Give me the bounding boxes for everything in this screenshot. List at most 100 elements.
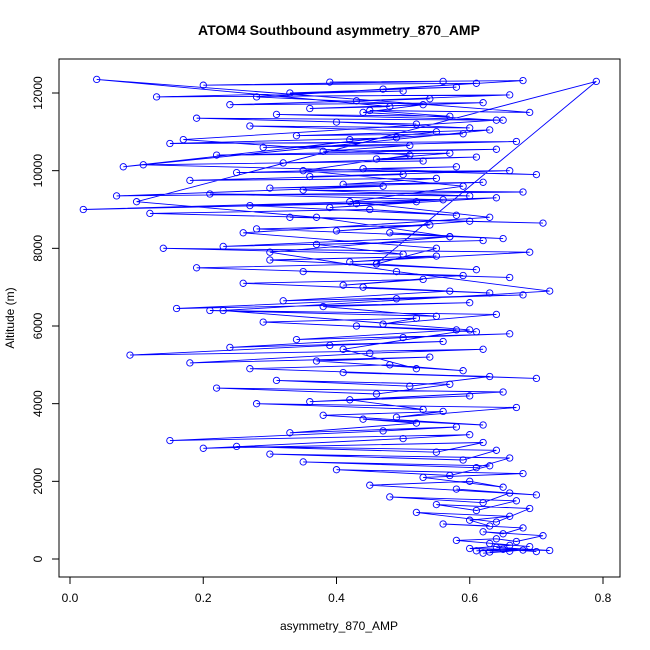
data-point [446,149,454,157]
data-point [439,337,447,346]
data-point [326,78,334,86]
data-point [166,436,174,445]
data-point [246,201,254,210]
y-tick-label: 8000 [31,235,45,262]
data-point [539,219,547,227]
data-point [252,225,261,233]
data-point [339,281,347,289]
data-point [472,506,481,515]
data-point [512,537,521,546]
data-point [532,491,541,499]
data-point [439,520,447,528]
data-point [466,217,474,225]
data-point [479,438,487,447]
data-point [399,333,407,342]
data-point [419,405,427,414]
data-point [432,500,441,509]
data-point [312,357,321,365]
data-point [232,442,241,451]
data-point [346,396,354,404]
data-point [412,508,421,517]
data-point [266,450,274,458]
y-tick-label: 4000 [31,390,45,417]
data-point [399,434,407,443]
data-point [239,279,247,287]
data-point [519,76,527,85]
data-point [519,469,527,478]
data-point [346,258,354,266]
data-point [466,392,474,400]
data-point [546,287,554,295]
data-point [506,454,514,462]
data-point [399,170,407,179]
data-point [379,182,387,190]
data-point [186,176,194,185]
data-point [506,330,514,338]
data-point [506,91,514,99]
data-point [292,132,301,140]
data-point [312,213,321,221]
data-point [259,318,267,326]
data-point [452,423,461,431]
data-point [406,151,414,159]
data-point [339,345,347,353]
data-point [146,209,154,218]
data-point [526,504,534,513]
data-point [272,110,281,119]
data-point [486,372,494,381]
data-point [452,536,461,545]
data-point [472,464,481,472]
data-point [272,376,281,385]
data-point [392,295,401,303]
data-point [466,124,474,132]
data-point [479,528,487,536]
data-point [506,512,514,520]
data-point [392,134,401,142]
data-point [199,444,207,452]
data-point [359,165,367,173]
data-point [499,530,507,538]
series-line [83,78,597,554]
y-tick-label: 6000 [31,312,45,339]
data-point [152,93,161,101]
data-point [519,546,527,554]
data-point [392,267,401,276]
data-point [459,182,467,190]
data-point [119,163,127,171]
data-point [526,108,534,117]
data-point [466,299,474,307]
data-point [286,213,294,221]
data-point [299,186,307,194]
data-point [312,240,321,249]
x-axis-label: asymmetry_870_AMP [280,619,398,633]
data-point [446,112,454,120]
data-point [339,368,347,377]
data-point [426,353,434,361]
data-point [459,271,467,280]
data-point [446,380,454,388]
x-axis: 0.0 0.2 0.4 0.6 0.8 [62,576,612,605]
data-point [439,407,447,416]
data-point [326,341,334,350]
data-point [499,388,507,396]
data-point [459,367,467,375]
data-point [512,403,521,412]
data-point [419,101,427,109]
data-point [299,167,307,175]
data-point [446,287,454,295]
data-point [266,248,274,256]
data-point [506,547,514,555]
data-point [466,477,474,485]
data-point [486,213,494,221]
data-point [499,483,507,491]
data-point [432,174,441,183]
data-point [192,264,201,272]
data-point [366,349,374,357]
data-point [432,448,441,456]
data-point [219,242,227,251]
data-point [206,306,214,315]
data-point [299,458,307,466]
data-point [546,546,554,555]
data-point [386,229,394,237]
data-point [486,522,494,530]
